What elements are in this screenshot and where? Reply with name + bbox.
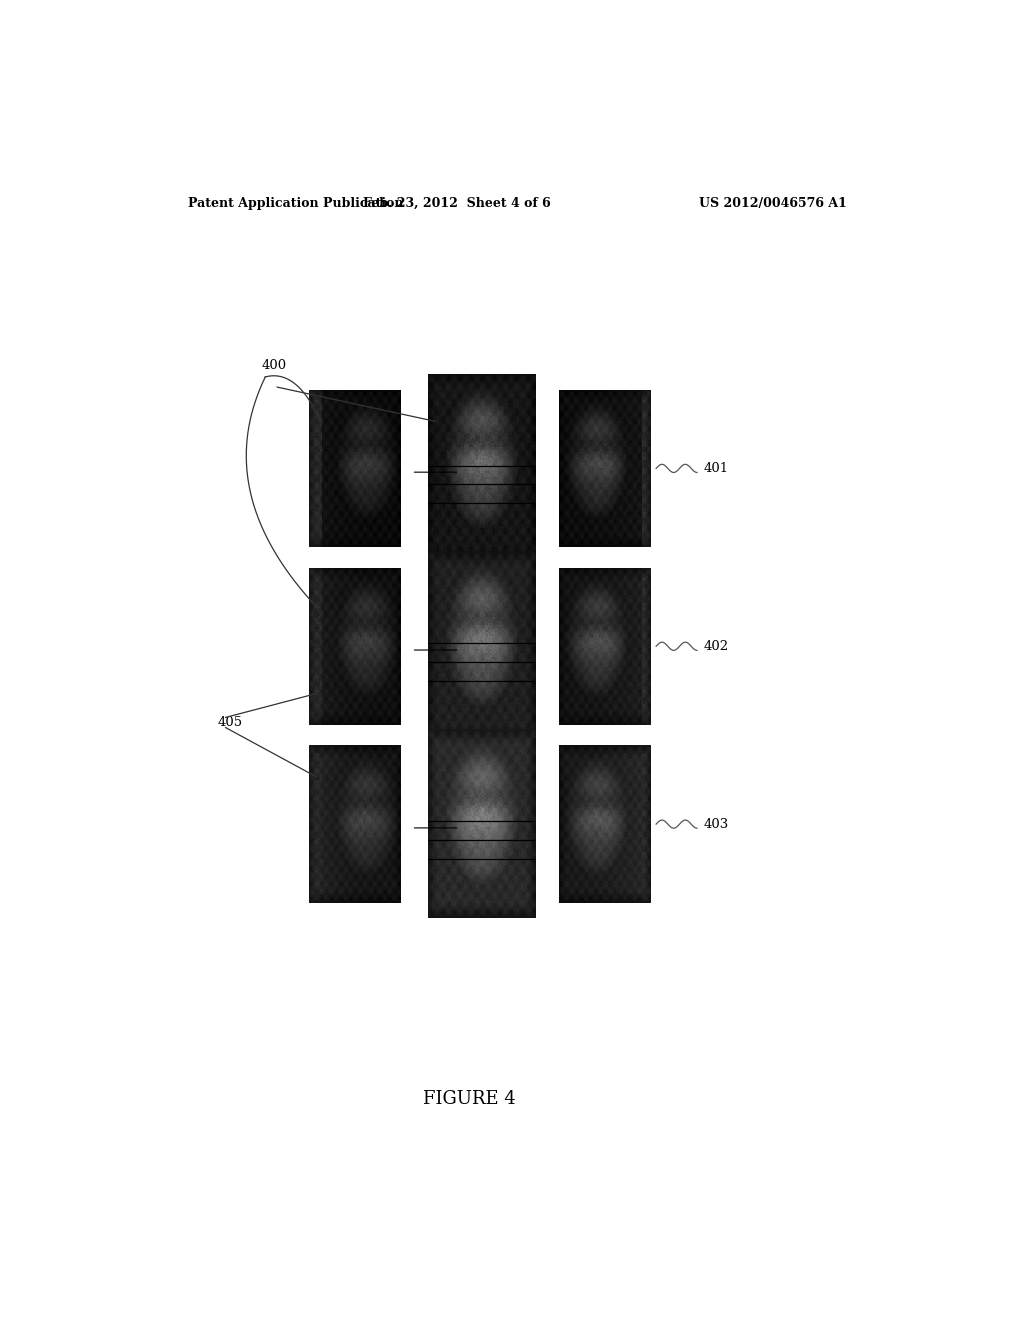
Text: FIGURE 4: FIGURE 4 <box>423 1089 516 1107</box>
Text: 400: 400 <box>261 359 287 372</box>
Text: Patent Application Publication: Patent Application Publication <box>187 197 403 210</box>
Text: 402: 402 <box>703 640 728 653</box>
Text: 405: 405 <box>218 715 243 729</box>
Text: 403: 403 <box>703 817 729 830</box>
Text: 401: 401 <box>703 462 728 475</box>
Text: US 2012/0046576 A1: US 2012/0046576 A1 <box>699 197 847 210</box>
Text: Feb. 23, 2012  Sheet 4 of 6: Feb. 23, 2012 Sheet 4 of 6 <box>364 197 551 210</box>
